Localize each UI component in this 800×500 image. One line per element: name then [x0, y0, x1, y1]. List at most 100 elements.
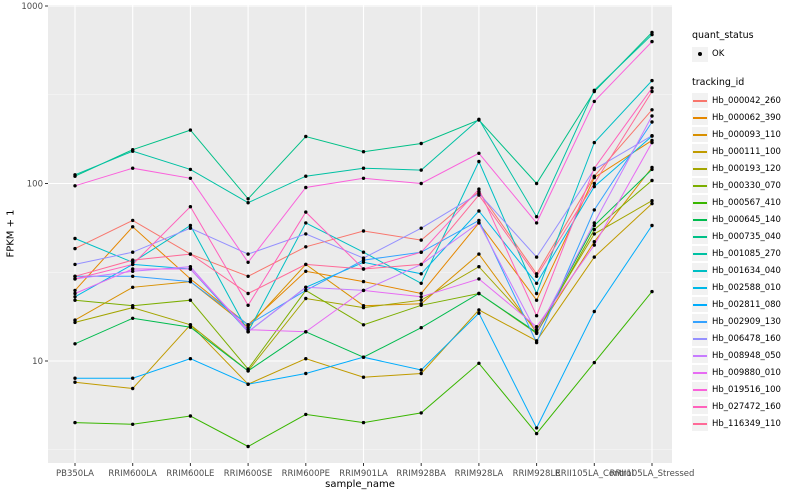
data-point	[73, 277, 77, 281]
data-point	[477, 117, 481, 122]
panel-background	[48, 5, 672, 463]
data-point	[131, 386, 135, 391]
legend-item-tracking-id: Hb_019516_100	[692, 381, 798, 398]
series-color-swatch	[693, 405, 707, 408]
data-point	[246, 444, 250, 449]
series-color-swatch	[693, 354, 707, 357]
data-point	[592, 99, 596, 104]
x-tick-label: RRIM600SE	[224, 469, 273, 479]
data-point	[73, 236, 77, 241]
legend-label: Hb_000735_040	[712, 231, 781, 242]
legend-item-tracking-id: Hb_001085_270	[692, 245, 798, 262]
data-point	[650, 108, 654, 112]
data-point	[592, 184, 596, 189]
data-point	[534, 281, 539, 285]
data-point	[419, 291, 423, 296]
legend-label: Hb_001634_040	[712, 265, 781, 276]
legend-label: Hb_006478_160	[712, 333, 781, 344]
data-point	[246, 274, 250, 278]
data-point	[650, 120, 654, 124]
data-point	[419, 238, 423, 242]
legend-item-tracking-id: Hb_000093_110	[692, 127, 798, 144]
data-point	[534, 274, 539, 278]
data-point	[419, 368, 423, 372]
data-point	[246, 328, 250, 332]
data-point	[73, 184, 77, 188]
data-point	[477, 187, 481, 191]
x-tick-label: RRIM901LA	[339, 469, 388, 479]
series-color-swatch	[693, 235, 707, 238]
data-point	[188, 167, 193, 172]
x-tick-label: RRII105LA_Stressed	[610, 469, 695, 479]
x-tick-label: RRII105LA_Control	[555, 469, 634, 479]
data-point	[188, 298, 193, 302]
data-point	[304, 210, 308, 214]
data-point	[650, 32, 654, 37]
data-point	[419, 168, 423, 172]
data-point	[419, 272, 423, 276]
data-point	[477, 209, 481, 213]
data-point	[361, 305, 366, 310]
line-color-key-icon	[692, 314, 708, 330]
data-point	[534, 325, 539, 329]
data-point	[304, 245, 308, 249]
data-point	[534, 328, 539, 332]
data-point	[419, 326, 423, 330]
data-point	[592, 227, 596, 232]
series-color-swatch	[693, 422, 707, 425]
series-color-swatch	[693, 99, 707, 102]
data-point	[592, 360, 596, 365]
data-point	[534, 255, 539, 259]
data-point	[73, 274, 77, 278]
x-tick-label: RRIM928LA	[455, 469, 504, 479]
data-point	[188, 252, 193, 256]
quant-status-legend-title: quant_status	[692, 30, 754, 41]
legend-label: Hb_000567_410	[712, 197, 781, 208]
data-point	[419, 295, 423, 299]
data-point	[592, 223, 596, 228]
data-point	[650, 39, 654, 44]
legend-label: Hb_116349_110	[712, 418, 781, 429]
data-point	[419, 262, 423, 267]
data-point	[361, 279, 366, 284]
data-point	[131, 274, 135, 278]
data-point	[534, 330, 539, 335]
series-color-swatch	[693, 184, 707, 187]
legend-item-quant-status: OK	[692, 46, 798, 63]
data-point	[246, 260, 250, 264]
data-point	[131, 225, 135, 229]
legend-item-tracking-id: Hb_009880_010	[692, 364, 798, 381]
legend-item-tracking-id: Hb_000735_040	[692, 228, 798, 245]
data-point	[592, 181, 596, 186]
series-color-swatch	[693, 303, 707, 306]
data-point	[419, 371, 423, 376]
data-point	[131, 422, 135, 426]
line-color-key-icon	[692, 382, 708, 398]
legend-label: Hb_000645_140	[712, 214, 781, 225]
data-point	[304, 330, 308, 334]
data-point	[304, 371, 308, 376]
data-point	[477, 265, 481, 269]
data-point	[650, 223, 654, 228]
line-color-key-icon	[692, 348, 708, 364]
data-point	[73, 320, 77, 325]
series-color-swatch	[693, 201, 707, 204]
data-point	[73, 380, 77, 384]
y-axis-title: FPKM + 1	[5, 209, 17, 258]
data-point	[534, 426, 539, 430]
line-color-key-icon	[692, 212, 708, 228]
data-point	[650, 178, 654, 183]
data-point	[304, 357, 308, 361]
data-point	[419, 226, 423, 230]
data-point	[73, 173, 77, 177]
data-point	[246, 382, 250, 386]
legend-label: Hb_000330_070	[712, 180, 781, 191]
legend-label: Hb_002811_080	[712, 299, 781, 310]
data-point	[592, 309, 596, 314]
legend-item-tracking-id: Hb_116349_110	[692, 415, 798, 432]
line-color-key-icon	[692, 93, 708, 109]
data-point	[650, 114, 654, 118]
data-point	[131, 316, 135, 320]
data-point	[188, 277, 193, 281]
